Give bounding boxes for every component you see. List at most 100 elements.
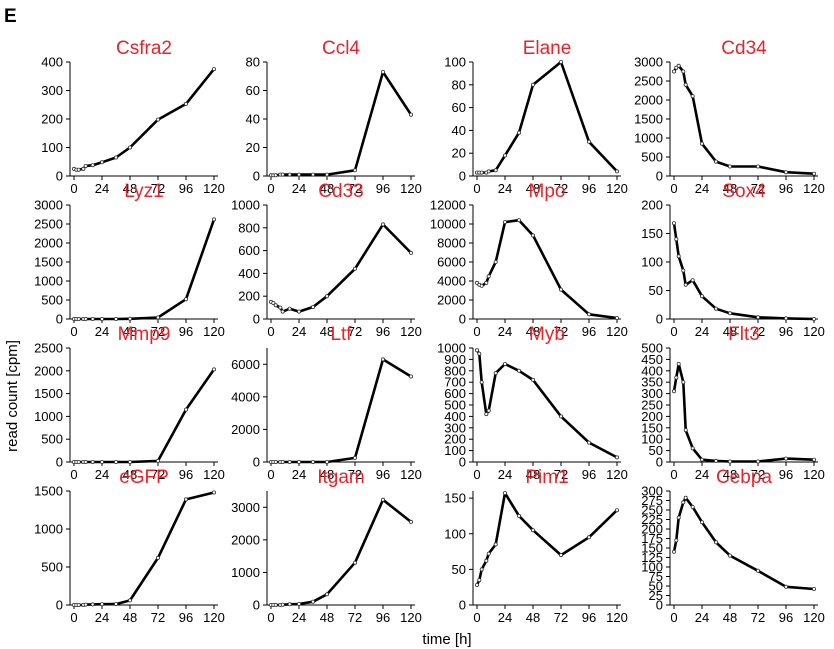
y-tick-label: 300	[444, 420, 466, 435]
data-point	[477, 351, 482, 356]
x-tick-label: 0	[267, 181, 274, 196]
data-point	[672, 221, 677, 226]
x-tick-label: 24	[498, 610, 512, 625]
data-point	[587, 535, 592, 540]
y-tick-label: 0	[56, 455, 63, 470]
x-tick-label: 24	[695, 467, 709, 482]
data-point	[681, 268, 686, 273]
data-point	[672, 69, 677, 74]
data-point	[812, 171, 817, 176]
y-axis-title: read count [cpm]	[4, 340, 21, 452]
data-point	[352, 168, 357, 173]
y-tick-label: 300	[41, 83, 63, 98]
data-point	[676, 515, 681, 520]
data-point	[493, 259, 498, 264]
data-point	[756, 315, 761, 320]
y-tick-label: 20	[452, 146, 466, 161]
x-tick-label: 72	[151, 324, 165, 339]
data-point	[812, 457, 817, 462]
y-tick-label: 400	[641, 363, 663, 378]
data-point	[615, 455, 620, 460]
y-tick-label: 100	[641, 560, 663, 575]
x-tick-label: 120	[400, 181, 422, 196]
y-tick-label: 0	[459, 598, 466, 613]
panel-title-cebpa: Cebpa	[716, 467, 772, 488]
y-tick-label: 350	[641, 375, 663, 390]
x-tick-label: 120	[400, 324, 422, 339]
x-tick-label: 96	[779, 610, 793, 625]
y-tick-label: 2000	[231, 532, 260, 547]
panel-mpo: Mpo 0 2000 4000 6000 8000 10000 12000 0 24 48 72 96 1…	[430, 181, 628, 339]
data-point	[728, 164, 733, 169]
x-tick-label: 96	[179, 610, 193, 625]
x-tick-label: 120	[606, 467, 628, 482]
y-tick-label: 50	[649, 443, 663, 458]
data-point	[155, 458, 160, 463]
x-tick-label: 24	[695, 324, 709, 339]
y-tick-label: 25	[649, 588, 663, 603]
y-tick-label: 4000	[437, 274, 466, 289]
y-tick-label: 2000	[634, 93, 663, 108]
data-point	[127, 459, 132, 464]
y-tick-label: 80	[246, 55, 260, 70]
y-tick-label: 2500	[634, 74, 663, 89]
data-point	[681, 69, 686, 74]
y-tick-label: 100	[641, 432, 663, 447]
data-point	[676, 254, 681, 259]
data-point	[672, 549, 677, 554]
data-point	[493, 168, 498, 173]
x-tick-label: 72	[348, 610, 362, 625]
x-tick-label: 96	[582, 324, 596, 339]
y-tick-label: 100	[641, 255, 663, 270]
x-tick-label: 0	[70, 467, 77, 482]
data-point	[280, 172, 285, 177]
x-tick-label: 0	[473, 467, 480, 482]
y-tick-label: 2000	[34, 236, 63, 251]
data-point	[83, 459, 88, 464]
x-tick-label: 96	[179, 181, 193, 196]
data-point	[380, 357, 385, 362]
data-point	[559, 60, 564, 65]
x-axis-title: time [h]	[422, 631, 471, 648]
data-point	[676, 63, 681, 68]
y-tick-label: 300	[641, 484, 663, 499]
data-point	[83, 316, 88, 321]
panel-title-itgam: Itgam	[317, 467, 365, 488]
data-point	[155, 117, 160, 122]
y-tick-label: 40	[452, 123, 466, 138]
y-tick-label: 800	[238, 220, 260, 235]
data-point	[486, 274, 491, 279]
x-tick-label: 72	[751, 181, 765, 196]
data-point	[127, 145, 132, 150]
data-point	[114, 316, 119, 321]
data-point	[784, 316, 789, 321]
x-tick-label: 48	[123, 467, 137, 482]
x-tick-label: 120	[400, 610, 422, 625]
data-point	[615, 169, 620, 174]
panel-title-egfp: eGFP	[119, 467, 169, 488]
data-point	[408, 374, 413, 379]
x-tick-label: 72	[554, 324, 568, 339]
data-point	[479, 170, 484, 175]
y-tick-label: 1500	[34, 484, 63, 499]
y-tick-label: 600	[238, 243, 260, 258]
y-tick-label: 125	[641, 550, 663, 565]
y-tick-label: 400	[444, 409, 466, 424]
y-tick-label: 6000	[231, 357, 260, 372]
data-point	[273, 603, 278, 608]
data-point	[296, 602, 301, 607]
y-tick-label: 150	[444, 491, 466, 506]
panel-title-pim1: Pim1	[525, 467, 568, 488]
x-tick-label: 48	[526, 467, 540, 482]
data-point	[408, 112, 413, 117]
y-tick-label: 800	[444, 363, 466, 378]
y-tick-label: 2500	[34, 341, 63, 356]
data-point	[100, 602, 105, 607]
x-tick-label: 96	[376, 610, 390, 625]
y-tick-label: 100	[444, 443, 466, 458]
data-point	[76, 316, 81, 321]
data-point	[76, 459, 81, 464]
x-tick-label: 96	[376, 181, 390, 196]
x-tick-label: 0	[473, 324, 480, 339]
